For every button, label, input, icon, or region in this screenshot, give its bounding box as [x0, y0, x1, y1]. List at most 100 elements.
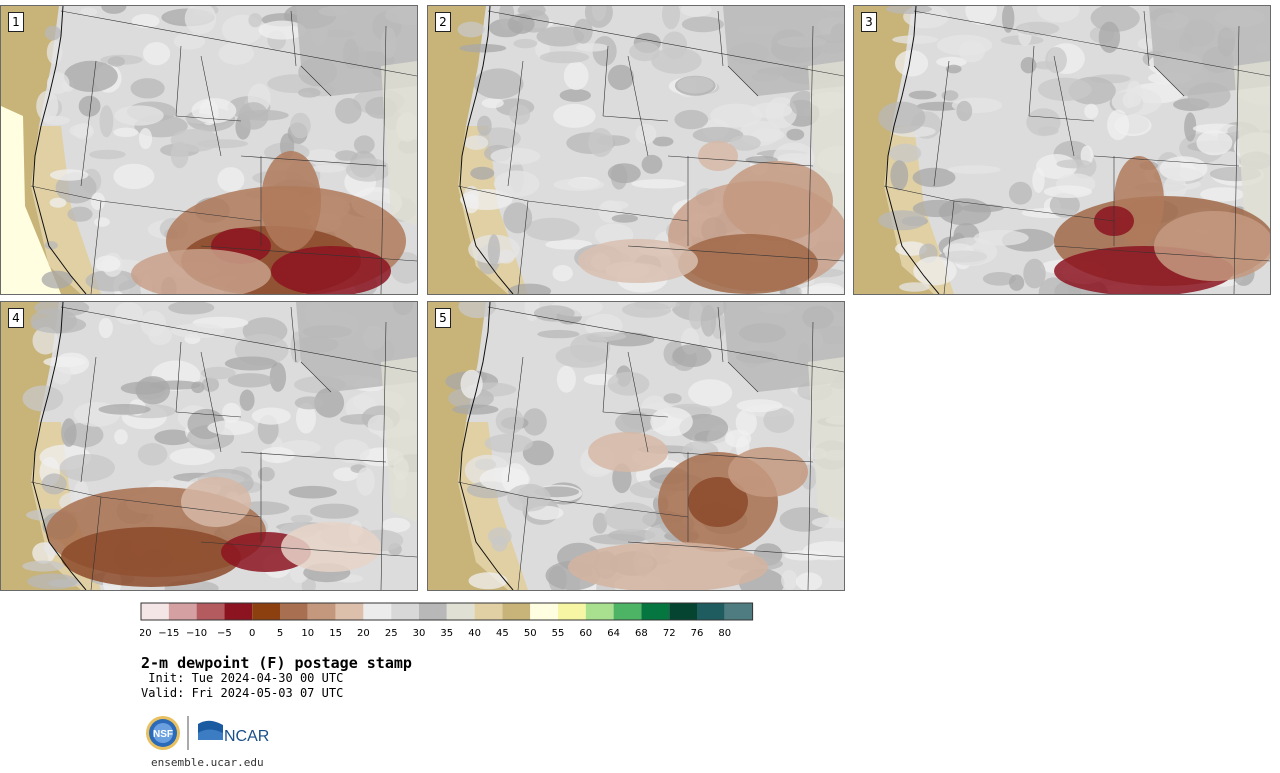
state-border — [953, 200, 1115, 222]
colorbar-tick-label: 50 — [524, 628, 537, 639]
colorbar-swatch — [391, 603, 419, 620]
ocean-warm-region — [1, 106, 61, 294]
colorbar-swatch — [641, 603, 670, 620]
state-border — [667, 451, 814, 463]
state-border — [727, 65, 759, 97]
state-border — [290, 10, 297, 67]
coastline — [885, 6, 940, 294]
colorbar-swatch — [168, 603, 197, 620]
colorbar-tick-label: 72 — [663, 628, 676, 639]
state-border — [200, 541, 417, 558]
state-border — [100, 200, 262, 222]
state-border — [913, 10, 1270, 77]
colorbar-tick-label: 25 — [385, 628, 398, 639]
colorbar-swatch — [252, 603, 280, 620]
dry-air-region — [61, 527, 241, 587]
state-border — [290, 306, 297, 363]
ocean-dewpoint-region — [428, 302, 508, 590]
coastline — [459, 6, 514, 294]
stamp-number: 2 — [435, 12, 451, 32]
state-border — [175, 341, 182, 413]
ocean-dewpoint-region — [854, 6, 934, 294]
dry-air-region — [698, 141, 738, 171]
dry-air-region — [131, 249, 271, 294]
state-border — [602, 411, 669, 418]
colorbar-swatch — [419, 603, 447, 620]
state-border — [200, 55, 222, 157]
colorbar-swatch — [280, 603, 308, 620]
dry-air-region — [723, 161, 833, 241]
state-border — [90, 496, 102, 590]
state-border — [517, 496, 529, 590]
state-border — [602, 115, 669, 122]
state-border — [30, 481, 102, 498]
state-border — [527, 496, 689, 518]
colorbar-swatch — [724, 603, 753, 620]
colorbar-legend: −20 −15 −10 −5 0 5 10 15 20 25 30 35 40 45 50 55 60 64 68 7… — [140, 602, 754, 639]
footer-url: ensemble.ucar.edu — [151, 756, 264, 769]
state-border — [627, 55, 649, 157]
colorbar-swatch — [613, 603, 642, 620]
state-border — [1233, 25, 1240, 294]
valid-time: Valid: Fri 2024-05-03 07 UTC — [141, 686, 344, 700]
colorbar-tick-label: 0 — [249, 628, 255, 639]
state-border — [517, 200, 529, 294]
state-border — [487, 306, 844, 373]
colorbar-swatch — [697, 603, 725, 620]
colorbar-tick-label: 60 — [579, 628, 592, 639]
state-border — [1143, 10, 1150, 67]
state-border — [807, 321, 814, 590]
state-border — [717, 306, 724, 363]
stamp-number: 3 — [861, 12, 877, 32]
state-border — [200, 245, 417, 262]
state-border — [380, 25, 387, 294]
dewpoint-map-1 — [1, 6, 417, 294]
state-border — [602, 45, 609, 117]
state-border — [627, 245, 844, 262]
svg-text:NSF: NSF — [153, 729, 173, 740]
colorbar-swatch — [669, 603, 697, 620]
state-border — [1093, 155, 1240, 167]
dry-air-region — [568, 542, 768, 590]
state-border — [60, 10, 417, 77]
colorbar-tick-label: −10 — [186, 628, 207, 639]
state-border — [507, 356, 524, 483]
state-border — [627, 541, 844, 558]
colorbar-tick-label: −5 — [217, 628, 232, 639]
colorbar-swatch — [502, 603, 531, 620]
state-border — [200, 351, 222, 453]
dry-air-region — [261, 151, 321, 251]
dry-air-region — [678, 234, 818, 294]
ocean-dewpoint-region — [1, 302, 81, 590]
state-border — [90, 200, 102, 294]
stamp-number: 5 — [435, 308, 451, 328]
colorbar-swatch — [335, 603, 364, 620]
state-border — [1153, 65, 1185, 97]
state-border — [300, 65, 332, 97]
colorbar-tick-label: 80 — [718, 628, 731, 639]
coastline — [32, 302, 87, 590]
colorbar-tick-label: 20 — [357, 628, 370, 639]
state-border — [240, 155, 387, 167]
nsf-logo: NSF — [146, 716, 180, 750]
dry-air-region — [271, 246, 391, 294]
colorbar-tick-label: 30 — [413, 628, 426, 639]
colorbar-tick-label: 76 — [691, 628, 704, 639]
colorbar-tick-label: 15 — [329, 628, 342, 639]
state-border — [30, 185, 102, 202]
dewpoint-map-5 — [428, 302, 844, 590]
state-border — [507, 60, 524, 187]
state-border — [100, 496, 262, 518]
stamp-panel-1: 1 — [0, 5, 418, 295]
colorbar-tick-label: 40 — [468, 628, 481, 639]
dry-air-region — [688, 477, 748, 527]
dry-air-region — [588, 432, 668, 472]
colorbar-swatch — [224, 603, 253, 620]
state-border — [175, 115, 242, 122]
state-border — [807, 25, 814, 294]
dewpoint-map-4 — [1, 302, 417, 590]
stamp-panel-2: 2 — [427, 5, 845, 295]
state-border — [1028, 45, 1035, 117]
colorbar-tick-label: 5 — [277, 628, 283, 639]
state-border — [457, 481, 529, 498]
